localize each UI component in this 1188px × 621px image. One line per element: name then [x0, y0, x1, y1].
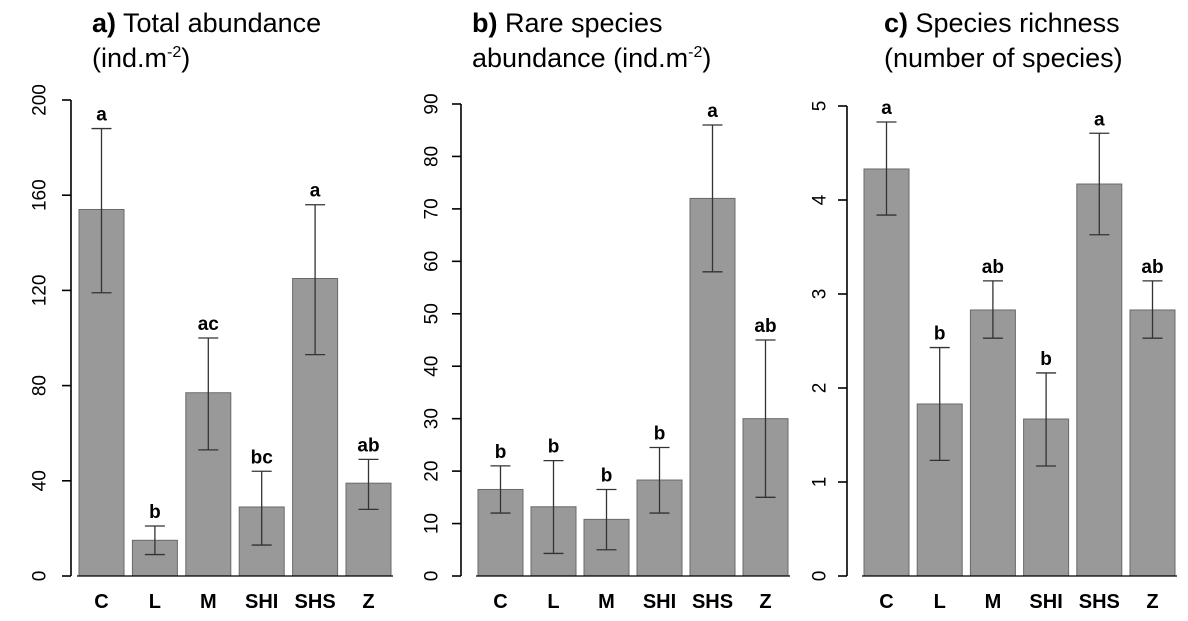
significance-letter: a — [310, 181, 321, 202]
x-category-label: Z — [759, 591, 771, 613]
significance-letter: ab — [982, 257, 1004, 278]
x-category-label: L — [149, 591, 161, 613]
x-category-label: SHI — [643, 591, 676, 613]
y-tick-label: 60 — [422, 251, 443, 272]
y-tick-label: 90 — [422, 93, 443, 114]
y-tick-label: 1 — [810, 477, 831, 488]
x-category-label: C — [493, 591, 507, 613]
x-category-label: M — [985, 591, 1002, 613]
significance-letter: b — [934, 324, 946, 345]
y-tick-label: 0 — [30, 571, 51, 582]
panel-title: a) Total abundance — [92, 8, 321, 38]
significance-letter: b — [601, 465, 613, 486]
significance-letter: a — [96, 105, 107, 126]
panel-label: b) — [472, 8, 497, 38]
significance-letter: ab — [754, 316, 776, 337]
x-category-label: L — [547, 591, 559, 613]
x-category-label: SHS — [295, 591, 336, 613]
panel-subtitle-text: (number of species) — [884, 43, 1123, 73]
y-tick-label: 80 — [422, 146, 443, 167]
significance-letter: a — [1094, 109, 1105, 130]
panel-label: c) — [884, 8, 908, 38]
y-tick-label: 0 — [810, 571, 831, 582]
bar — [969, 309, 1016, 577]
y-tick-label: 80 — [30, 375, 51, 396]
y-tick-label: 20 — [422, 461, 443, 482]
y-tick-label: 200 — [30, 84, 51, 116]
panel-subtitle: (number of species) — [884, 43, 1123, 73]
significance-letter: b — [548, 437, 560, 458]
x-category-label: C — [879, 591, 893, 613]
x-category-label: SHI — [1029, 591, 1062, 613]
panel-title: b) Rare species — [472, 8, 663, 38]
significance-letter: ac — [198, 314, 220, 335]
x-category-label: M — [598, 591, 615, 613]
significance-letter: b — [149, 502, 161, 523]
y-tick-label: 4 — [810, 194, 831, 205]
panel-title-line1: Species richness — [908, 8, 1120, 38]
x-category-label: L — [934, 591, 946, 613]
y-tick-label: 10 — [422, 513, 443, 534]
significance-letter: ab — [1141, 257, 1163, 278]
significance-letter: b — [1040, 349, 1052, 370]
x-category-label: M — [200, 591, 217, 613]
panel-title: c) Species richness — [884, 8, 1120, 38]
panel-subtitle: (ind.m-2) — [92, 43, 190, 73]
panel-subtitle-text: (ind.m — [92, 43, 167, 73]
chart-panel-2: b) Rare species abundance (ind.m-2) 0 10 20 3… — [422, 8, 790, 613]
panel-subtitle-suffix: ) — [702, 43, 711, 73]
y-tick-label: 40 — [30, 470, 51, 491]
panel-label: a) — [92, 8, 116, 38]
significance-letter: bc — [251, 447, 274, 468]
panel-subtitle-suffix: ) — [181, 43, 190, 73]
y-tick-label: 40 — [422, 356, 443, 377]
y-tick-label: 5 — [810, 101, 831, 112]
y-tick-label: 2 — [810, 383, 831, 394]
bar — [1076, 183, 1123, 577]
y-tick-label: 3 — [810, 289, 831, 300]
x-category-label: Z — [362, 591, 374, 613]
chart-panel-1: a) Total abundance (ind.m-2) 0 40 80 120 160 20… — [30, 8, 393, 613]
panel-subtitle-text: abundance (ind.m — [472, 43, 688, 73]
significance-letter: b — [654, 424, 666, 445]
bar — [1129, 309, 1176, 577]
x-category-label: Z — [1146, 591, 1158, 613]
y-tick-label: 0 — [422, 571, 443, 582]
y-tick-label: 70 — [422, 198, 443, 219]
significance-letter: a — [707, 101, 718, 122]
panel-title-line1: Rare species — [497, 8, 662, 38]
x-category-label: SHS — [692, 591, 733, 613]
panel-title-line1: Total abundance — [116, 8, 321, 38]
significance-letter: ab — [357, 435, 379, 456]
x-category-label: SHI — [245, 591, 278, 613]
panel-subtitle: abundance (ind.m-2) — [472, 43, 711, 73]
y-tick-label: 160 — [30, 179, 51, 211]
significance-letter: a — [881, 98, 892, 119]
x-category-label: SHS — [1079, 591, 1120, 613]
significance-letter: b — [495, 442, 507, 463]
panel-subtitle-superscript: -2 — [688, 44, 702, 61]
y-tick-label: 30 — [422, 408, 443, 429]
panel-subtitle-superscript: -2 — [167, 44, 181, 61]
chart-panel-3: c) Species richness (number of species) 0 1… — [810, 8, 1177, 613]
y-tick-label: 50 — [422, 303, 443, 324]
bar — [863, 168, 910, 577]
x-category-label: C — [94, 591, 108, 613]
y-tick-label: 120 — [30, 275, 51, 307]
